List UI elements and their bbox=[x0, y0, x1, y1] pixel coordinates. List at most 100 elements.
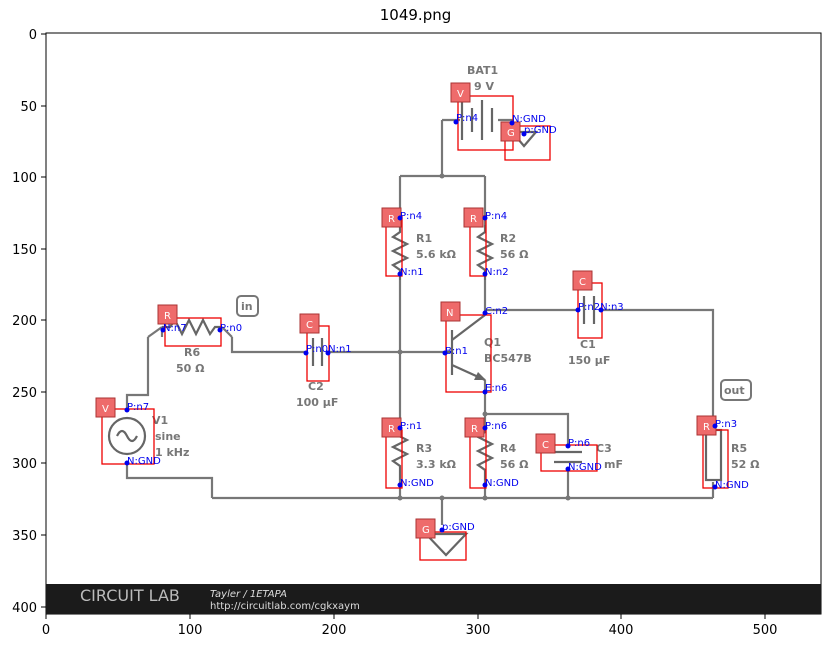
circuitlab-banner: CIRCUIT LAB Tayler / 1ETAPA http://circu… bbox=[46, 584, 821, 614]
y-tick-label: 100 bbox=[12, 171, 37, 186]
brand-logo: CIRCUIT LAB bbox=[80, 586, 180, 605]
q1-label: Q1 bbox=[484, 336, 501, 349]
tag-r4: R bbox=[464, 417, 485, 438]
pin-label: P:n0N:n1 bbox=[306, 344, 352, 355]
r3-value: 3.3 kΩ bbox=[416, 458, 457, 471]
y-axis: 0 50 100 150 200 250 300 350 400 bbox=[12, 28, 46, 616]
svg-text:V: V bbox=[457, 89, 464, 100]
output-flag: out bbox=[720, 379, 752, 401]
v1-value-1: sine bbox=[155, 430, 181, 443]
svg-text:R: R bbox=[470, 214, 477, 225]
tag-q1: N bbox=[440, 301, 461, 322]
tag-ground-2: G bbox=[415, 518, 436, 539]
q1-value: BC547B bbox=[484, 352, 532, 365]
v1-value-2: 1 kHz bbox=[155, 446, 189, 459]
pin-label: N:GND bbox=[127, 456, 161, 467]
tag-r2: R bbox=[463, 207, 484, 228]
r5-label: R5 bbox=[731, 442, 747, 455]
r2-value: 56 Ω bbox=[500, 248, 529, 261]
r6-value: 50 Ω bbox=[176, 362, 205, 375]
svg-text:G: G bbox=[422, 525, 430, 536]
tag-c3: C bbox=[535, 433, 556, 454]
footer-author: Tayler / 1ETAPA bbox=[210, 589, 287, 600]
y-tick-label: 150 bbox=[12, 243, 37, 258]
tag-battery: V bbox=[450, 82, 471, 103]
v1-label: V1 bbox=[152, 414, 168, 427]
pin-label: p:GND bbox=[524, 125, 557, 136]
svg-text:N: N bbox=[446, 308, 453, 319]
pin-markers: P:n4 N:GND p:GND P:n4 N:n1 P:n4 N:n2 C:n… bbox=[124, 113, 749, 533]
junctions bbox=[397, 173, 571, 501]
bat1-value: 9 V bbox=[474, 80, 494, 93]
pin-label: C:n2 bbox=[485, 306, 508, 317]
resistor-r1: R1 5.6 kΩ bbox=[390, 225, 457, 280]
svg-text:R: R bbox=[164, 311, 171, 322]
y-tick-label: 400 bbox=[12, 601, 37, 616]
y-tick-label: 250 bbox=[12, 386, 37, 401]
tag-c1: C bbox=[572, 270, 593, 291]
c1-value: 150 µF bbox=[568, 354, 610, 367]
svg-text:R: R bbox=[388, 214, 395, 225]
r1-value: 5.6 kΩ bbox=[416, 248, 457, 261]
svg-text:G: G bbox=[507, 128, 515, 139]
y-tick-label: 200 bbox=[12, 314, 37, 329]
component-tags: V G R R C C N R V R R C R G bbox=[95, 82, 717, 539]
x-tick-label: 300 bbox=[466, 623, 491, 638]
svg-text:C: C bbox=[579, 277, 586, 288]
ground-symbol bbox=[423, 532, 469, 557]
pin-label: N:n7 bbox=[163, 323, 187, 334]
pin-label: P:n1 bbox=[400, 421, 422, 432]
figure-title: 1049.png bbox=[379, 6, 452, 24]
pin-label: P:n2N:n3 bbox=[578, 302, 624, 313]
pin-label: P:n7 bbox=[127, 402, 149, 413]
y-tick-label: 50 bbox=[20, 100, 37, 115]
x-tick-label: 0 bbox=[42, 623, 50, 638]
svg-text:C: C bbox=[306, 320, 313, 331]
capacitor-c3: C3 mF bbox=[554, 442, 623, 471]
pin-label: P:n6 bbox=[568, 438, 590, 449]
pin-label: P:n4 bbox=[485, 211, 507, 222]
bat1-label: BAT1 bbox=[467, 64, 498, 77]
box-ground bbox=[504, 125, 551, 161]
y-tick-label: 350 bbox=[12, 529, 37, 544]
footer-url: http://circuitlab.com/cgkxaym bbox=[210, 601, 360, 612]
c2-value: 100 µF bbox=[296, 396, 338, 409]
pin-label: p:GND bbox=[442, 522, 475, 533]
svg-text:R: R bbox=[388, 424, 395, 435]
y-tick-label: 0 bbox=[29, 28, 37, 43]
r5-value: 52 Ω bbox=[731, 458, 760, 471]
transistor-q1: Q1 BC547B bbox=[445, 314, 532, 382]
pin-label: N:GND bbox=[485, 478, 519, 489]
r4-label: R4 bbox=[500, 442, 516, 455]
r6-label: R6 bbox=[184, 346, 200, 359]
y-tick-label: 300 bbox=[12, 457, 37, 472]
x-tick-label: 500 bbox=[753, 623, 778, 638]
pin-label: B:n1 bbox=[445, 346, 468, 357]
input-flag: in bbox=[236, 295, 259, 317]
tag-c2: C bbox=[299, 313, 320, 334]
pin-label: P:n4 bbox=[400, 211, 422, 222]
pin-label: E:n6 bbox=[485, 383, 507, 394]
capacitor-c1: C1 150 µF bbox=[568, 296, 610, 367]
r1-label: R1 bbox=[416, 232, 432, 245]
svg-text:R: R bbox=[471, 424, 478, 435]
svg-text:in: in bbox=[241, 300, 253, 313]
pin-label: P:n3 bbox=[715, 419, 737, 430]
r3-label: R3 bbox=[416, 442, 432, 455]
x-tick-label: 400 bbox=[609, 623, 634, 638]
r4-value: 56 Ω bbox=[500, 458, 529, 471]
svg-text:V: V bbox=[102, 404, 109, 415]
tag-v1: V bbox=[95, 397, 116, 418]
pin-label: P:n4 bbox=[456, 113, 478, 124]
pin-label: N:GND bbox=[568, 462, 602, 473]
svg-text:C: C bbox=[542, 440, 549, 451]
pin-label: N:n1 bbox=[400, 267, 424, 278]
battery-bat1: BAT1 9 V bbox=[460, 64, 498, 140]
x-tick-label: 100 bbox=[178, 623, 203, 638]
pin-label: N:GND bbox=[400, 478, 434, 489]
c3-label: C3 bbox=[596, 442, 612, 455]
tag-r6: R bbox=[157, 304, 178, 325]
resistor-r2: R2 56 Ω bbox=[475, 225, 529, 280]
pin-label: N:GND bbox=[715, 480, 749, 491]
